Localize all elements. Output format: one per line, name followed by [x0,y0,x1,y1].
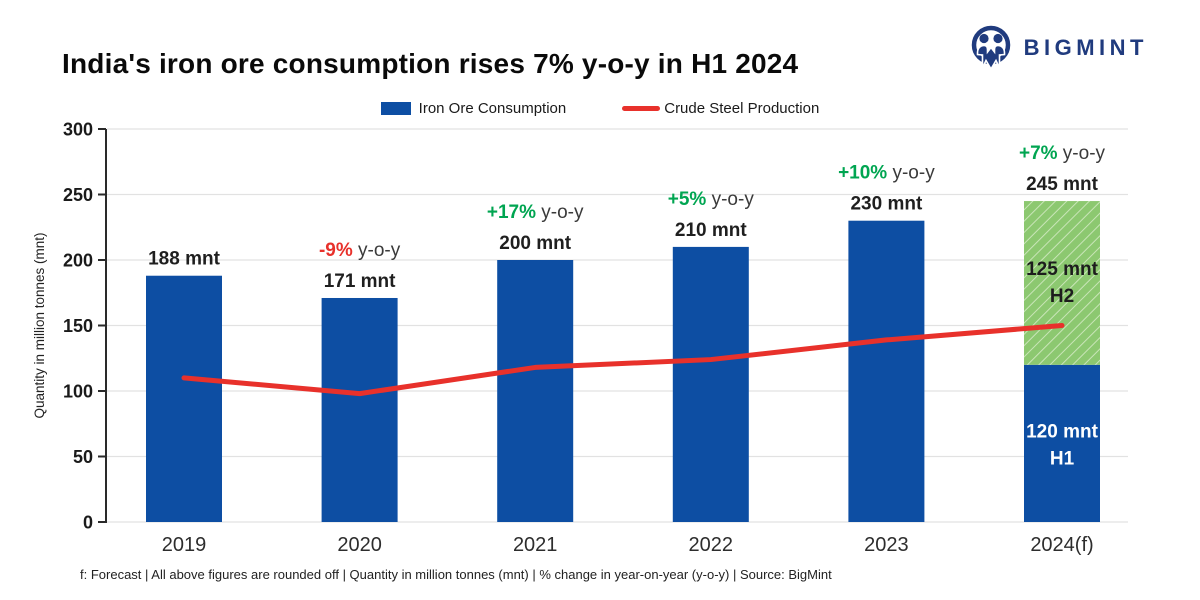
yoy-label-2023: +10% y-o-y [838,163,935,184]
bar-value-label-2024(f): 245 mnt [1026,174,1098,195]
y-tick-label-0: 0 [83,513,93,533]
bar-value-label-2022: 210 mnt [675,220,747,241]
bar-series-swatch [380,102,411,115]
x-tick-label-2020: 2020 [337,534,382,556]
y-tick-label-200: 200 [63,251,93,271]
brand-logo: BIGMINT [968,24,1148,72]
brand-name: BIGMINT [1023,35,1148,60]
x-tick-label-2021: 2021 [513,534,558,556]
y-tick-label-150: 150 [63,316,93,336]
yoy-label-2020: -9% y-o-y [319,240,401,261]
crude-steel-production-line [181,323,1065,397]
bar-series-label: Iron Ore Consumption [418,100,567,117]
yoy-label-2022: +5% y-o-y [668,189,755,210]
bar-2023 [848,220,925,522]
h2-sublabel: H2 [1050,286,1074,307]
bigmint-logo-icon [971,25,1010,71]
chart-title: India's iron ore consumption rises 7% y-… [62,48,799,79]
x-tick-label-2024(f): 2024(f) [1030,534,1093,556]
bar-value-label-2023: 230 mnt [850,194,922,215]
bar-2021 [497,260,574,522]
x-tick-label-2023: 2023 [864,534,909,556]
line-series-swatch [622,106,661,111]
footnote: f: Forecast | All above figures are roun… [80,567,832,582]
h1-sublabel: H1 [1050,448,1075,469]
chart-legend: Iron Ore Consumption Crude Steel Product… [0,100,1200,117]
line-series-label: Crude Steel Production [664,100,820,117]
legend-item-crude-steel: Crude Steel Production [622,100,819,117]
bar-2019 [146,275,222,522]
y-tick-label-50: 50 [73,447,93,467]
y-tick-label-300: 300 [63,120,93,140]
bar-value-label-2021: 200 mnt [499,233,571,254]
bar-value-label-2020: 171 mnt [324,271,396,292]
yoy-label-2021: +17% y-o-y [487,202,584,223]
bar-2020 [321,297,398,522]
h2-value-label: 125 mnt [1026,259,1098,280]
yoy-label-2024(f): +7% y-o-y [1019,143,1106,164]
y-axis-title: Quantity in million tonnes (mnt) [32,232,47,418]
bar-2024-h2 [1024,201,1100,365]
bar-2024-h1 [1024,364,1100,522]
x-tick-label-2019: 2019 [162,534,207,556]
h1-value-label: 120 mnt [1026,421,1098,442]
y-tick-label-250: 250 [63,185,93,205]
bar-value-label-2019: 188 mnt [148,249,220,270]
bar-2022 [672,246,749,522]
legend-item-iron-ore: Iron Ore Consumption [380,100,567,117]
y-tick-label-100: 100 [63,382,93,402]
x-tick-label-2022: 2022 [689,534,734,556]
